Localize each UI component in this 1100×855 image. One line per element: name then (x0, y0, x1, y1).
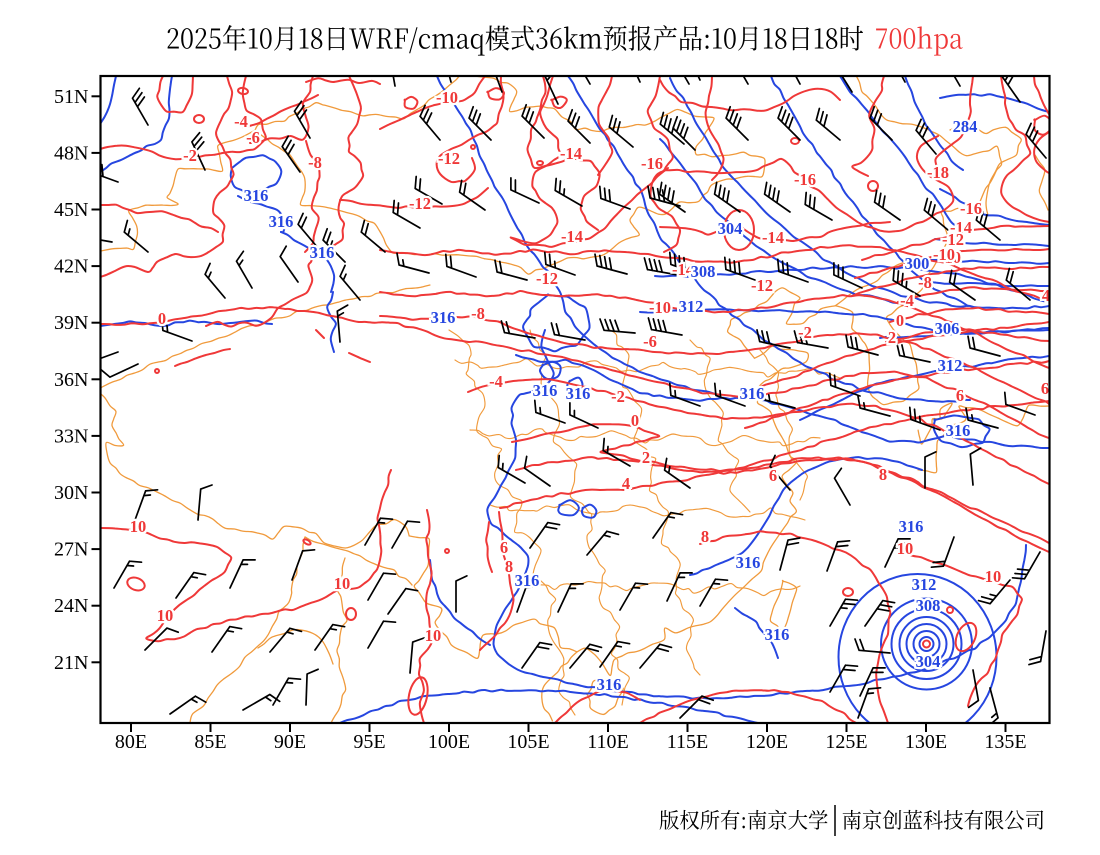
svg-text:90E: 90E (274, 731, 306, 753)
svg-text:10: 10 (897, 539, 914, 558)
svg-text:2: 2 (642, 448, 650, 467)
svg-text:284: 284 (953, 117, 978, 136)
svg-text:80E: 80E (115, 731, 147, 753)
svg-text:-4: -4 (234, 112, 248, 131)
svg-text:95E: 95E (353, 731, 385, 753)
svg-text:-4: -4 (489, 372, 503, 391)
svg-text:316: 316 (740, 384, 765, 403)
svg-text:10: 10 (157, 606, 174, 625)
svg-text:6: 6 (769, 466, 777, 485)
svg-text:8: 8 (701, 527, 709, 546)
svg-text:304: 304 (916, 652, 941, 671)
svg-text:2: 2 (888, 328, 896, 347)
svg-text:-14: -14 (762, 228, 784, 247)
svg-text:316: 316 (899, 517, 924, 536)
svg-text:-10: -10 (436, 88, 458, 107)
svg-text:-2: -2 (611, 387, 625, 406)
svg-text:-18: -18 (927, 163, 949, 182)
svg-text:-14: -14 (561, 227, 583, 246)
svg-text:125E: 125E (825, 731, 867, 753)
svg-text:30N: 30N (54, 482, 88, 504)
svg-text:308: 308 (691, 262, 716, 281)
svg-text:312: 312 (679, 297, 704, 316)
svg-text:51N: 51N (54, 86, 88, 108)
svg-text:8: 8 (879, 465, 887, 484)
svg-text:48N: 48N (54, 142, 88, 164)
svg-text:-12: -12 (409, 194, 431, 213)
svg-text:-12: -12 (536, 269, 558, 288)
svg-text:-12: -12 (751, 276, 773, 295)
svg-text:308: 308 (916, 596, 941, 615)
svg-text:-16: -16 (794, 170, 816, 189)
svg-text:-8: -8 (918, 273, 932, 292)
svg-text:0: 0 (896, 311, 904, 330)
svg-text:-14: -14 (672, 260, 694, 279)
svg-text:316: 316 (736, 553, 761, 572)
svg-text:-6: -6 (246, 128, 260, 147)
svg-text:6: 6 (956, 386, 964, 405)
svg-text:312: 312 (938, 356, 963, 375)
svg-text:316: 316 (765, 625, 790, 644)
svg-text:0: 0 (631, 411, 639, 430)
svg-text:-12: -12 (438, 149, 460, 168)
svg-text:-14: -14 (560, 144, 582, 163)
svg-text:130E: 130E (905, 731, 947, 753)
svg-text:312: 312 (912, 575, 937, 594)
svg-text:-6: -6 (643, 332, 657, 351)
svg-text:36N: 36N (54, 369, 88, 391)
svg-text:316: 316 (515, 571, 540, 590)
svg-text:33N: 33N (54, 425, 88, 447)
svg-text:135E: 135E (984, 731, 1026, 753)
svg-text:-12: -12 (942, 230, 964, 249)
svg-text:-8: -8 (471, 304, 485, 323)
svg-text:316: 316 (566, 384, 591, 403)
svg-text:115E: 115E (667, 731, 708, 753)
svg-text:4: 4 (1042, 286, 1050, 305)
svg-text:316: 316 (946, 421, 971, 440)
svg-text:27N: 27N (54, 539, 88, 561)
svg-text:105E: 105E (507, 731, 549, 753)
svg-text:120E: 120E (746, 731, 788, 753)
svg-text:-2: -2 (183, 146, 197, 165)
svg-text:0: 0 (158, 309, 166, 328)
svg-text:100E: 100E (428, 731, 470, 753)
svg-text:-2: -2 (798, 323, 812, 342)
svg-text:45N: 45N (54, 199, 88, 221)
svg-text:42N: 42N (54, 256, 88, 278)
svg-text:-16: -16 (960, 199, 982, 218)
svg-text:316: 316 (244, 186, 269, 205)
svg-text:-16: -16 (641, 154, 663, 173)
svg-text:-10: -10 (939, 248, 961, 267)
svg-text:10: 10 (985, 567, 1002, 586)
svg-text:316: 316 (533, 381, 558, 400)
svg-text:316: 316 (597, 675, 622, 694)
svg-text:304: 304 (718, 219, 743, 238)
svg-text:306: 306 (935, 319, 960, 338)
svg-text:6: 6 (1041, 379, 1049, 398)
svg-text:4: 4 (622, 474, 630, 493)
svg-text:85E: 85E (194, 731, 226, 753)
svg-text:300: 300 (905, 254, 930, 273)
svg-text:-10: -10 (933, 245, 955, 264)
svg-text:10: 10 (130, 517, 147, 536)
svg-text:21N: 21N (54, 652, 88, 674)
svg-text:-4: -4 (900, 291, 914, 310)
svg-text:-14: -14 (950, 218, 972, 237)
svg-text:39N: 39N (54, 312, 88, 334)
svg-text:10: 10 (425, 626, 442, 645)
svg-text:316: 316 (310, 243, 335, 262)
svg-text:316: 316 (269, 212, 294, 231)
svg-text:316: 316 (431, 308, 456, 327)
svg-text:10: 10 (334, 574, 351, 593)
svg-text:-10: -10 (649, 298, 671, 317)
svg-text:-8: -8 (308, 153, 322, 172)
svg-text:6: 6 (500, 538, 508, 557)
svg-text:8: 8 (505, 557, 513, 576)
svg-text:24N: 24N (54, 595, 88, 617)
svg-text:110E: 110E (587, 731, 628, 753)
